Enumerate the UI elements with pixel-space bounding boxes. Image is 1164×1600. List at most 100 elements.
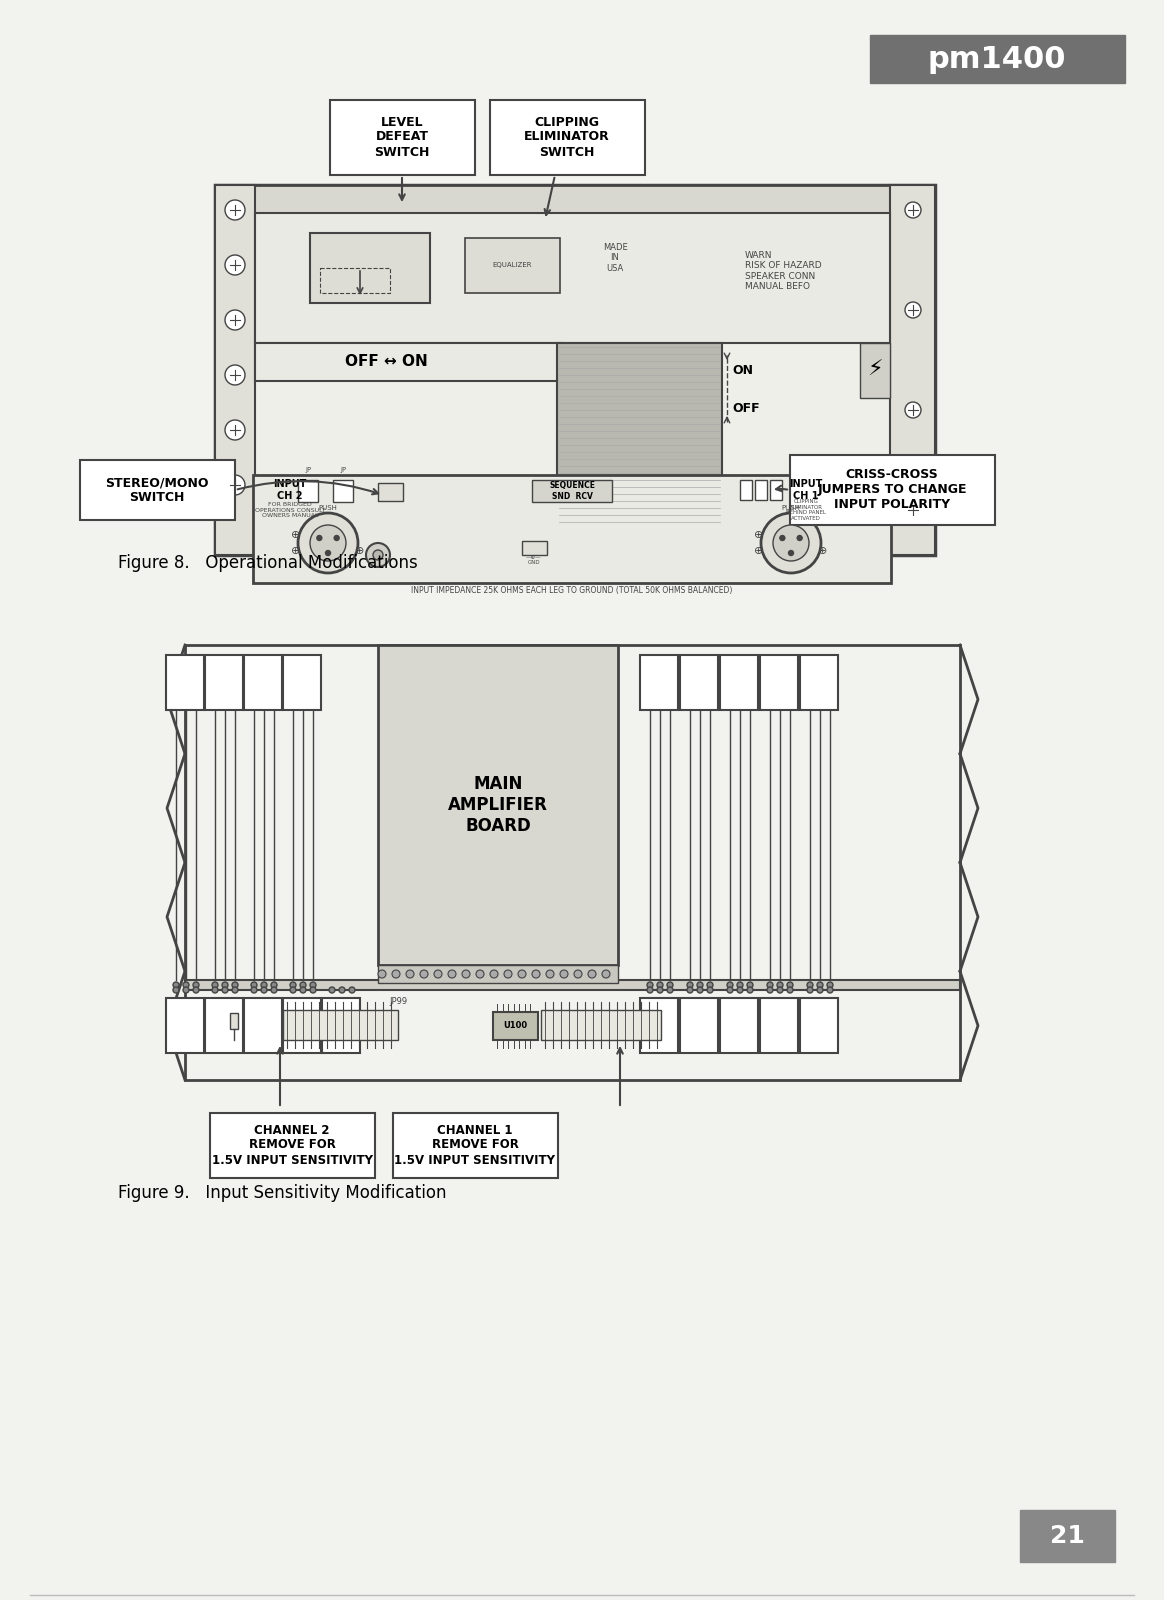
Bar — [721, 654, 758, 710]
Bar — [244, 998, 282, 1053]
Bar — [521, 541, 547, 555]
Circle shape — [310, 525, 346, 562]
Circle shape — [767, 982, 773, 987]
Circle shape — [349, 987, 355, 994]
Circle shape — [787, 982, 793, 987]
Text: CLIPPING
ELIMINATOR
BEHIND PANEL
ACTIVATED: CLIPPING ELIMINATOR BEHIND PANEL ACTIVAT… — [786, 499, 826, 522]
Circle shape — [225, 475, 244, 494]
Bar — [870, 35, 1124, 83]
Circle shape — [271, 987, 277, 994]
Circle shape — [707, 987, 714, 994]
Circle shape — [546, 970, 554, 978]
Circle shape — [183, 982, 189, 987]
Circle shape — [807, 982, 812, 987]
Bar — [185, 979, 960, 990]
Circle shape — [212, 982, 218, 987]
Text: CLIPPING
ELIMINATOR
SWITCH: CLIPPING ELIMINATOR SWITCH — [524, 115, 610, 158]
Circle shape — [737, 982, 743, 987]
Circle shape — [225, 419, 244, 440]
Circle shape — [317, 536, 321, 541]
Bar — [215, 186, 255, 555]
Circle shape — [193, 987, 199, 994]
Text: LEVEL
DEFEAT
SWITCH: LEVEL DEFEAT SWITCH — [375, 115, 430, 158]
Circle shape — [183, 987, 189, 994]
Bar — [215, 186, 935, 213]
Bar — [800, 998, 838, 1053]
Circle shape — [225, 200, 244, 219]
Circle shape — [212, 987, 218, 994]
Circle shape — [232, 982, 237, 987]
Circle shape — [560, 970, 568, 978]
Circle shape — [271, 982, 277, 987]
Text: CHANNEL 1
REMOVE FOR
1.5V INPUT SENSITIVITY: CHANNEL 1 REMOVE FOR 1.5V INPUT SENSITIV… — [395, 1123, 555, 1166]
Circle shape — [826, 982, 833, 987]
Text: pm1400: pm1400 — [928, 45, 1066, 74]
Circle shape — [667, 982, 673, 987]
Bar — [255, 342, 562, 381]
Text: ⊕: ⊕ — [818, 546, 828, 557]
Bar — [378, 645, 618, 965]
Circle shape — [737, 987, 743, 994]
Text: ⚡: ⚡ — [867, 360, 882, 379]
Bar — [532, 480, 612, 502]
Circle shape — [329, 987, 335, 994]
Bar — [320, 267, 390, 293]
Circle shape — [787, 987, 793, 994]
Bar — [760, 998, 799, 1053]
Circle shape — [462, 970, 470, 978]
Circle shape — [747, 987, 753, 994]
Circle shape — [225, 365, 244, 386]
Bar — [378, 483, 403, 501]
Text: STEREO/MONO
SWITCH: STEREO/MONO SWITCH — [105, 477, 208, 504]
Circle shape — [251, 982, 257, 987]
Bar — [253, 475, 890, 582]
Text: MADE
IN
USA: MADE IN USA — [603, 243, 627, 274]
Bar — [860, 342, 890, 398]
Circle shape — [778, 982, 783, 987]
Circle shape — [656, 987, 663, 994]
Bar — [670, 234, 825, 318]
Text: U100: U100 — [503, 1021, 527, 1030]
Circle shape — [392, 970, 400, 978]
Bar — [680, 654, 718, 710]
Circle shape — [761, 514, 821, 573]
Bar — [80, 461, 235, 520]
Circle shape — [687, 982, 693, 987]
Circle shape — [904, 502, 921, 518]
Circle shape — [574, 970, 582, 978]
Text: Figure 9.   Input Sensitivity Modification: Figure 9. Input Sensitivity Modification — [118, 1184, 447, 1202]
Text: MAIN
AMPLIFIER
BOARD: MAIN AMPLIFIER BOARD — [448, 776, 548, 835]
Circle shape — [767, 987, 773, 994]
Circle shape — [222, 982, 228, 987]
Text: SEQUENCE
SND  RCV: SEQUENCE SND RCV — [549, 482, 595, 501]
Bar — [721, 998, 758, 1053]
Circle shape — [365, 542, 390, 566]
Bar — [800, 654, 838, 710]
Bar — [255, 213, 890, 342]
Circle shape — [310, 982, 315, 987]
Bar — [185, 645, 960, 1080]
Circle shape — [406, 970, 414, 978]
Bar — [680, 998, 718, 1053]
Bar — [205, 654, 243, 710]
Circle shape — [532, 970, 540, 978]
Circle shape — [647, 982, 653, 987]
Bar — [771, 480, 782, 499]
Text: INPUT IMPEDANCE 25K OHMS EACH LEG TO GROUND (TOTAL 50K OHMS BALANCED): INPUT IMPEDANCE 25K OHMS EACH LEG TO GRO… — [411, 587, 732, 595]
Circle shape — [298, 514, 359, 573]
Circle shape — [602, 970, 610, 978]
Circle shape — [420, 970, 428, 978]
Text: —⊕—
GND: —⊕— GND — [526, 555, 541, 565]
Circle shape — [310, 987, 315, 994]
Circle shape — [222, 987, 228, 994]
Bar — [1020, 1510, 1115, 1562]
Circle shape — [225, 310, 244, 330]
Circle shape — [300, 982, 306, 987]
Circle shape — [656, 982, 663, 987]
Text: ON: ON — [732, 365, 753, 378]
Circle shape — [797, 536, 802, 541]
Text: ⊕: ⊕ — [355, 546, 364, 557]
Bar — [541, 1010, 661, 1040]
Bar — [210, 1114, 375, 1178]
Bar — [558, 342, 722, 528]
